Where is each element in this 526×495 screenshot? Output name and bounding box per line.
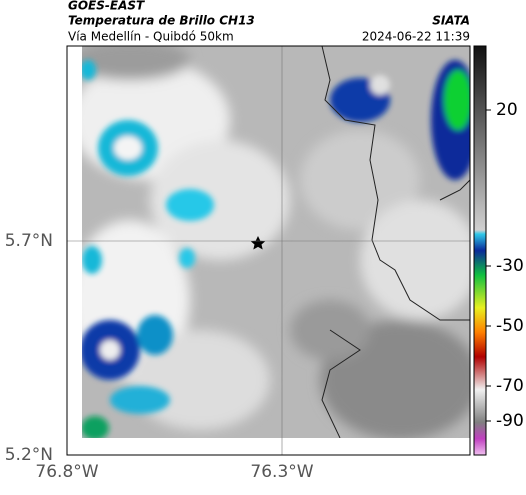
colorbar-tick-label: -30: [496, 256, 524, 276]
colorbar-tick-label: -70: [496, 376, 524, 396]
colorbar-ticks: 20 -30 -50 -70 -90: [486, 100, 524, 431]
timestamp: 2024-06-22 11:39: [362, 30, 470, 44]
satellite: GOES-EAST: [68, 0, 145, 13]
lat-tick-label: 5.7°N: [5, 231, 53, 251]
lon-tick-label: 76.8°W: [35, 462, 98, 482]
satellite-image: [82, 46, 470, 438]
route: Vía Medellín - Quibdó 50km: [68, 30, 234, 44]
map-frame: [66, 45, 471, 456]
city-marker: [250, 236, 266, 250]
colorbar-tick-label: 20: [496, 100, 518, 120]
colorbar-tick-label: -50: [496, 316, 524, 336]
lon-tick-label: 76.3°W: [250, 462, 313, 482]
colorbar: [473, 45, 487, 456]
lat-tick-label: 5.2°N: [5, 445, 53, 465]
source: SIATA: [432, 14, 470, 28]
colorbar-tick-label: -90: [496, 411, 524, 431]
product: Temperatura de Brillo CH13: [68, 14, 255, 28]
